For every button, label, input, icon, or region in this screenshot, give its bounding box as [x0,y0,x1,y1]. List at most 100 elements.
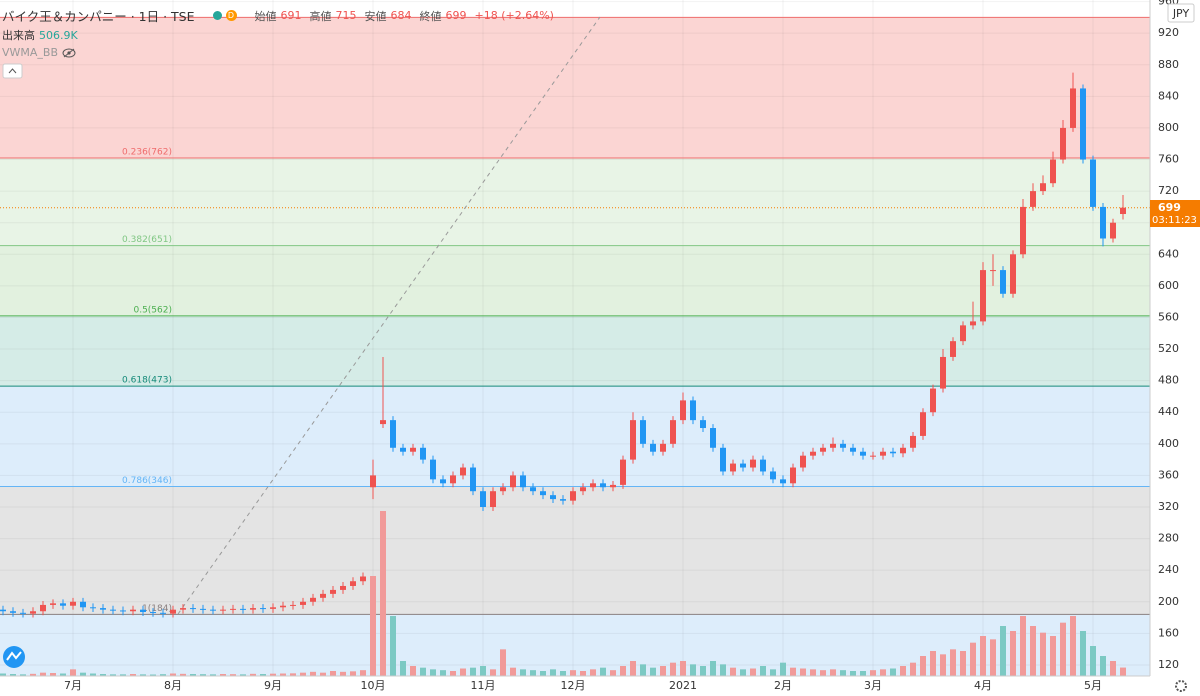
volume-bar [150,674,156,676]
candle-body [1030,191,1036,207]
candle-body [390,420,396,448]
candle-body [440,479,446,484]
volume-bar [740,669,746,676]
candle-body [400,447,406,452]
volume-bar [880,669,886,676]
fib-band [0,245,1150,316]
x-tick-label: 5月 [1084,679,1102,692]
volume-bar [120,674,126,676]
volume-bar [1020,616,1026,676]
fib-band [0,157,1150,246]
volume-bar [1080,631,1086,676]
volume-bar [910,662,916,676]
volume-bar [1120,667,1126,676]
volume-bar [200,674,206,676]
fib-band [0,614,1150,676]
volume-bar [240,674,246,676]
y-tick-label: 480 [1158,374,1179,387]
volume-bar [1010,631,1016,676]
volume-bar [680,661,686,676]
volume-bar [40,672,46,676]
candle-body [700,420,706,429]
volume-bar [960,651,966,676]
volume-bar [430,669,436,676]
low-value: 684 [390,9,412,22]
indicator-row: VWMA_BB [2,46,76,59]
volume-bar [30,673,36,676]
volume-bar [510,667,516,676]
candle-body [350,581,356,586]
candle-body [1110,222,1116,239]
volume-bar [710,661,716,676]
volume-bar [530,670,536,676]
candle-body [260,608,266,610]
volume-bar [440,670,446,676]
collapse-button[interactable] [2,63,23,79]
currency-box[interactable] [1167,3,1195,23]
open-label: 始値 [254,9,277,23]
volume-bar [260,674,266,676]
candle-body [930,388,936,413]
fib-label: 1(184) [142,604,172,614]
volume-bar [130,674,136,676]
candle-body [460,467,466,476]
candle-body [1010,254,1016,294]
candle-body [1040,183,1046,192]
eye-icon[interactable] [62,48,76,58]
candle-body [500,487,506,492]
x-tick-label: 7月 [64,679,82,692]
fib-label: 0.786(346) [122,476,172,486]
candle-body [640,420,646,444]
y-tick-label: 240 [1158,563,1179,576]
time-axis-bg [0,676,1150,696]
volume-bar [890,668,896,676]
x-tick-label: 2021 [669,679,697,692]
candle-body [920,412,926,436]
settings-icon[interactable] [1175,680,1187,692]
volume-bar [290,673,296,676]
volume-bar [840,670,846,676]
candle-body [550,495,556,500]
x-tick-label: 10月 [361,679,386,692]
volume-bar [760,666,766,676]
volume-bar [80,672,86,676]
volume-bar [300,672,306,676]
volume-bar [1030,626,1036,676]
candle-body [1070,88,1076,128]
candle-body [180,608,186,610]
volume-bar [380,511,386,676]
fib-band [0,386,1150,487]
candle-body [0,609,6,612]
indicator-name[interactable]: VWMA_BB [2,46,59,59]
candle-body [720,447,726,472]
fib-band [0,17,1150,158]
x-tick-label: 3月 [864,679,882,692]
candle-body [890,451,896,454]
candle-body [170,609,176,614]
volume-bar [820,670,826,676]
candle-body [50,603,56,605]
price-tag-countdown: 03:11:23 [1152,215,1197,226]
volume-bar [550,669,556,676]
interval-badge: D [225,10,237,21]
candle-body [940,356,946,389]
volume-bar [1000,626,1006,676]
volume-bar [1110,661,1116,676]
candle-body [230,608,236,610]
volume-bar [0,673,6,676]
candle-body [130,609,136,612]
candle-body [1060,127,1066,160]
candle-body [820,447,826,452]
volume-bar [560,671,566,676]
fib-bands: 0.236(762) 0.382(651) 0.5(562) 0.618(473) 0.… [0,0,1150,676]
candle-body [860,451,866,456]
volume-bar [870,670,876,676]
symbol-title[interactable]: バイク王＆カンパニー · 1日 · TSE [2,9,195,24]
candle-body [380,420,386,425]
volume-bar [1040,632,1046,676]
header-row: バイク王＆カンパニー · 1日 · TSE D 始値 691 高値 715 安値 68… [2,6,558,25]
candle-body [830,443,836,448]
volume-bar [360,670,366,676]
candle-body [330,589,336,594]
